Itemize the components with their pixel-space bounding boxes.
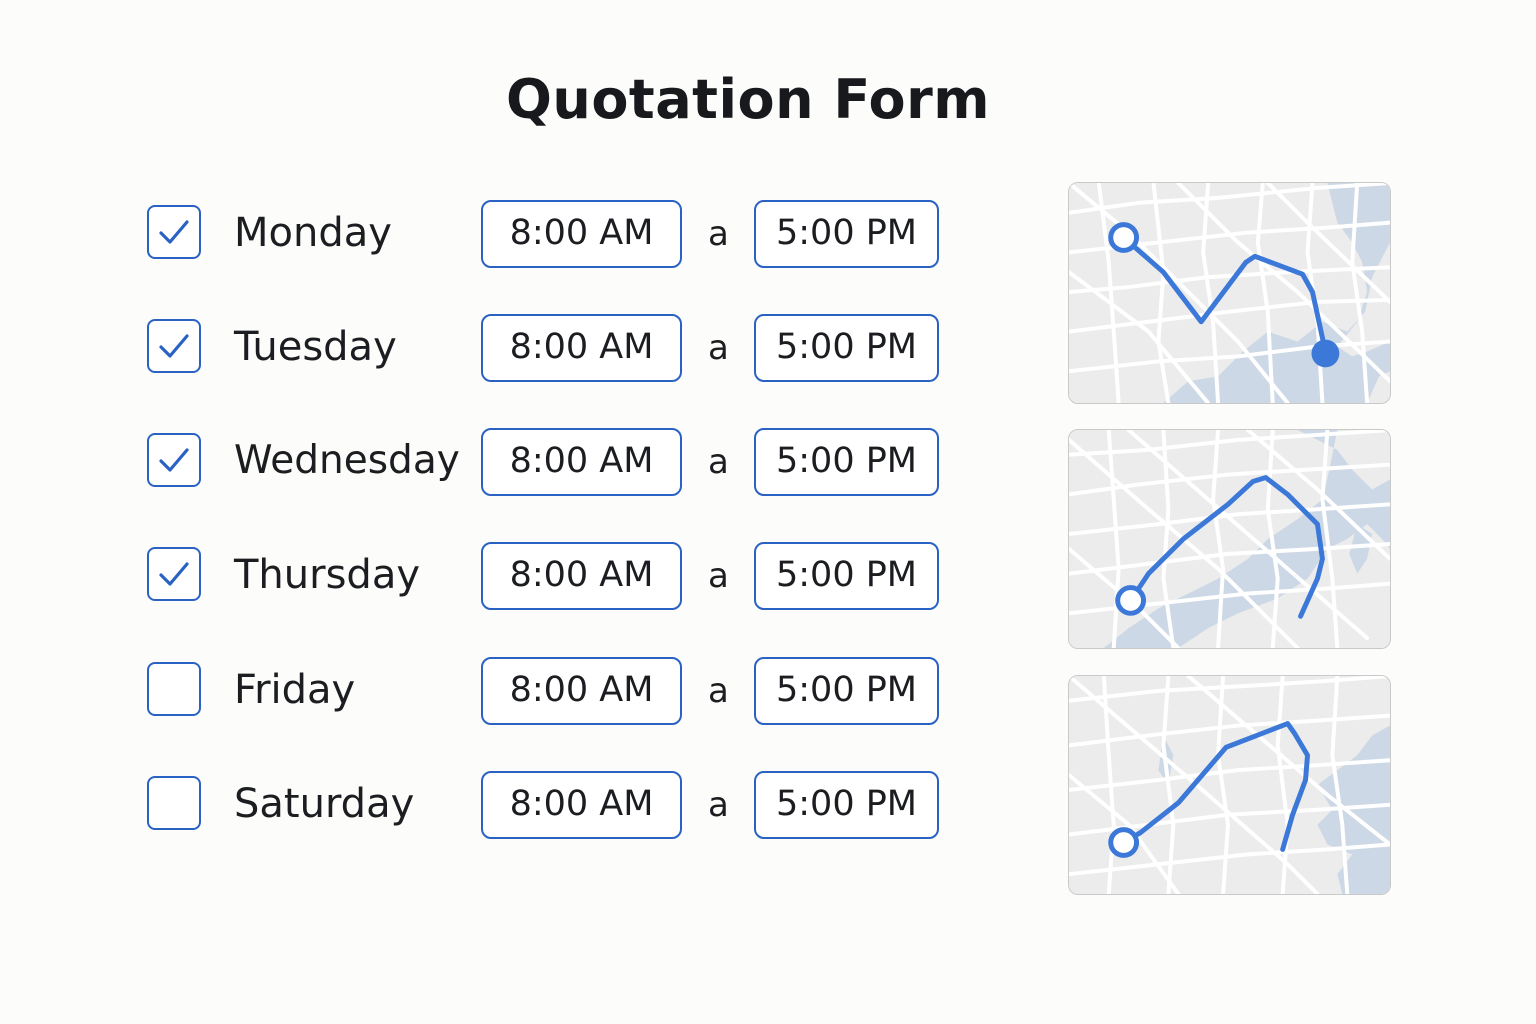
time-range-separator: a: [708, 328, 729, 368]
day-label-thursday: Thursday: [234, 552, 420, 598]
day-label-monday: Monday: [234, 210, 392, 256]
day-label-tuesday: Tuesday: [234, 324, 397, 370]
saturday-checkbox[interactable]: [147, 776, 201, 830]
wednesday-end-time-input[interactable]: 5:00 PM: [754, 428, 939, 496]
friday-start-time-input[interactable]: 8:00 AM: [481, 657, 682, 725]
tuesday-start-time-input[interactable]: 8:00 AM: [481, 314, 682, 382]
checkmark-icon: [159, 334, 189, 358]
monday-start-time-input[interactable]: 8:00 AM: [481, 200, 682, 268]
friday-end-time-input[interactable]: 5:00 PM: [754, 657, 939, 725]
day-label-saturday: Saturday: [234, 781, 415, 827]
time-range-separator: a: [708, 214, 729, 254]
time-range-separator: a: [708, 442, 729, 482]
time-range-separator: a: [708, 671, 729, 711]
day-row-friday: Friday 8:00 AM a 5:00 PM: [0, 657, 960, 725]
day-row-wednesday: Wednesday 8:00 AM a 5:00 PM: [0, 428, 960, 496]
time-range-separator: a: [708, 556, 729, 596]
monday-checkbox[interactable]: [147, 205, 201, 259]
thursday-checkbox[interactable]: [147, 547, 201, 601]
friday-checkbox[interactable]: [147, 662, 201, 716]
saturday-start-time-input[interactable]: 8:00 AM: [481, 771, 682, 839]
route-start-marker-icon: [1115, 585, 1147, 616]
checkmark-icon: [159, 562, 189, 586]
tuesday-checkbox[interactable]: [147, 319, 201, 373]
route-start-marker-icon: [1108, 827, 1140, 858]
route-start-marker-icon: [1108, 222, 1140, 253]
map-canvas: [1069, 183, 1390, 403]
route-map-3[interactable]: [1068, 675, 1391, 895]
time-range-separator: a: [708, 785, 729, 825]
route-map-2[interactable]: [1068, 429, 1391, 649]
day-label-friday: Friday: [234, 667, 356, 713]
tuesday-end-time-input[interactable]: 5:00 PM: [754, 314, 939, 382]
checkmark-icon: [159, 220, 189, 244]
day-row-saturday: Saturday 8:00 AM a 5:00 PM: [0, 771, 960, 839]
map-canvas: [1069, 676, 1390, 894]
monday-end-time-input[interactable]: 5:00 PM: [754, 200, 939, 268]
thursday-end-time-input[interactable]: 5:00 PM: [754, 542, 939, 610]
saturday-end-time-input[interactable]: 5:00 PM: [754, 771, 939, 839]
wednesday-checkbox[interactable]: [147, 433, 201, 487]
map-canvas: [1069, 430, 1390, 648]
day-label-wednesday: Wednesday: [234, 438, 460, 483]
thursday-start-time-input[interactable]: 8:00 AM: [481, 542, 682, 610]
route-end-marker-icon: [1311, 339, 1340, 368]
day-row-monday: Monday 8:00 AM a 5:00 PM: [0, 200, 960, 268]
day-row-thursday: Thursday 8:00 AM a 5:00 PM: [0, 542, 960, 610]
page-title: Quotation Form: [505, 68, 991, 131]
checkmark-icon: [159, 448, 189, 472]
route-map-1[interactable]: [1068, 182, 1391, 404]
wednesday-start-time-input[interactable]: 8:00 AM: [481, 428, 682, 496]
day-row-tuesday: Tuesday 8:00 AM a 5:00 PM: [0, 314, 960, 382]
